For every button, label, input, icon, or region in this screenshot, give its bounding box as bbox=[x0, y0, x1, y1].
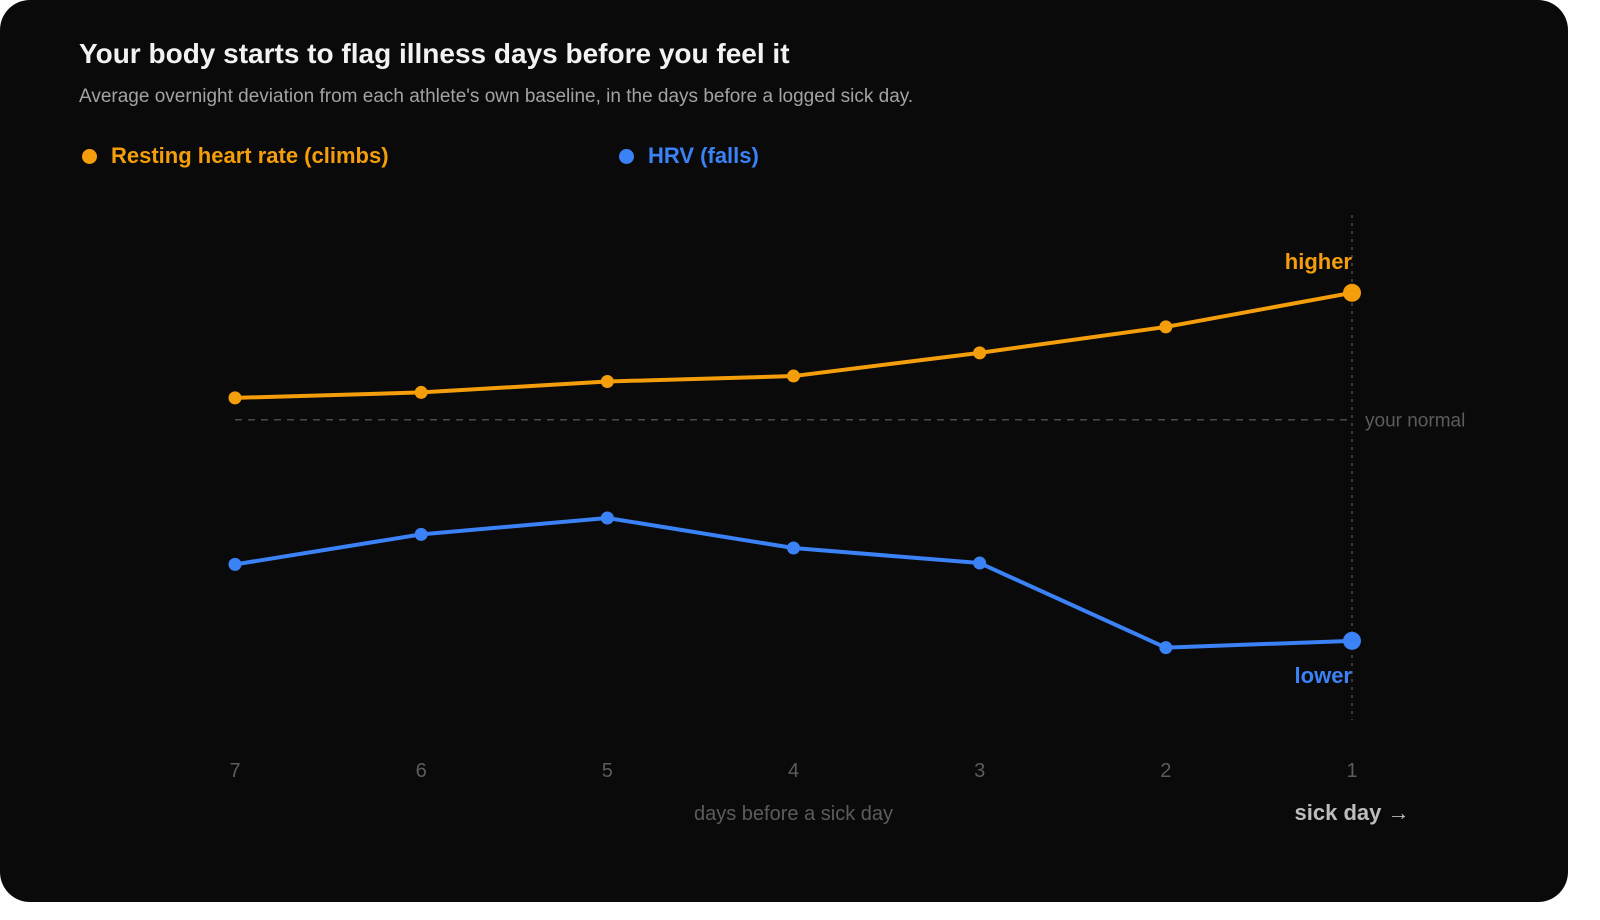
legend-item-resting-heart-rate: Resting heart rate (climbs) bbox=[82, 143, 389, 169]
data-point bbox=[600, 511, 614, 525]
legend-dot-icon bbox=[82, 148, 97, 164]
x-tick-label: 1 bbox=[1346, 760, 1357, 782]
x-tick-label: 2 bbox=[1160, 760, 1171, 782]
data-point bbox=[228, 557, 242, 571]
x-tick-label: 3 bbox=[974, 760, 985, 782]
x-tick-label: 6 bbox=[416, 760, 427, 782]
data-point bbox=[600, 375, 614, 389]
line-chart: your normal higher lower 7 6 5 4 3 2 1 days before… bbox=[228, 215, 1465, 825]
data-point bbox=[787, 369, 800, 383]
data-point bbox=[1343, 631, 1361, 650]
x-axis-label: days before a sick day bbox=[694, 803, 893, 825]
data-point bbox=[414, 527, 428, 541]
data-point bbox=[973, 346, 987, 360]
x-tick-label: 5 bbox=[602, 760, 613, 782]
data-point bbox=[973, 556, 987, 570]
legend-dot-icon bbox=[619, 148, 634, 164]
data-point bbox=[414, 385, 428, 399]
series-line-hrv bbox=[233, 516, 1354, 650]
chart-card: Your body starts to flag illness days be… bbox=[0, 0, 1568, 902]
baseline-label: your normal bbox=[1365, 411, 1465, 432]
legend-item-hrv: HRV (falls) bbox=[619, 143, 759, 169]
x-tick-label: 4 bbox=[788, 760, 799, 782]
data-point bbox=[1159, 320, 1173, 334]
series-end-label: higher bbox=[1285, 249, 1353, 274]
chart-subtitle: Average overnight deviation from each at… bbox=[79, 86, 914, 107]
data-point bbox=[228, 391, 242, 405]
chart-title: Your body starts to flag illness days be… bbox=[79, 38, 790, 69]
legend-label: HRV (falls) bbox=[648, 143, 759, 168]
data-point bbox=[1343, 283, 1361, 302]
x-tick-label: 7 bbox=[229, 760, 240, 782]
legend-label: Resting heart rate (climbs) bbox=[111, 143, 389, 168]
data-point bbox=[787, 541, 800, 555]
data-point bbox=[1159, 641, 1173, 655]
sick-day-label: sick day → bbox=[1295, 800, 1410, 825]
series-end-label: lower bbox=[1295, 663, 1353, 688]
